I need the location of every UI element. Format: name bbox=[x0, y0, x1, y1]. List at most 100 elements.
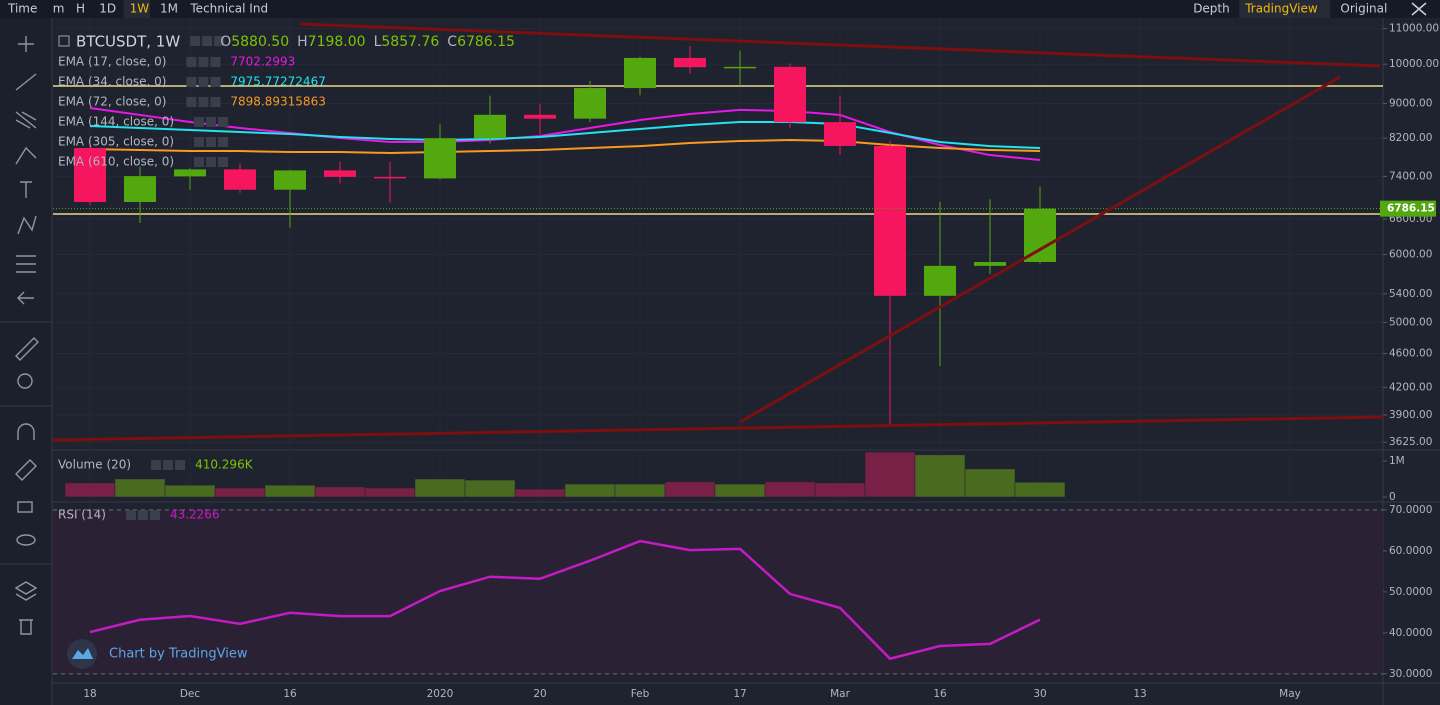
candle-body bbox=[224, 169, 256, 190]
candle-body bbox=[774, 66, 806, 123]
legend-button[interactable] bbox=[202, 36, 213, 46]
layers-icon[interactable] bbox=[14, 581, 38, 601]
zoom-icon[interactable] bbox=[17, 373, 33, 389]
legend-button[interactable] bbox=[218, 117, 229, 127]
toolbar-label[interactable]: 1W bbox=[130, 2, 150, 16]
x-tick-label: 18 bbox=[83, 688, 96, 700]
indicator-name: EMA (72, close, 0) bbox=[58, 95, 166, 109]
toolbar-label[interactable]: TradingView bbox=[1244, 2, 1318, 16]
legend-button[interactable] bbox=[190, 36, 201, 46]
volume-bar bbox=[364, 487, 416, 498]
volume-bar bbox=[164, 484, 216, 498]
last-price-label: 6786.15 bbox=[1387, 203, 1435, 215]
y-tick-label: 8200.00 bbox=[1389, 132, 1432, 144]
fib-icon[interactable] bbox=[15, 111, 37, 129]
legend-button[interactable] bbox=[175, 460, 186, 470]
trash-icon[interactable] bbox=[19, 619, 33, 635]
legend-button[interactable] bbox=[151, 460, 162, 470]
legend-button[interactable] bbox=[206, 117, 217, 127]
indicator-value: 7702.2993 bbox=[230, 55, 295, 69]
volume-bar bbox=[864, 451, 916, 498]
toolbar-label[interactable]: 1M bbox=[160, 2, 178, 16]
visibility-icon[interactable] bbox=[16, 534, 36, 546]
trendline-icon[interactable] bbox=[15, 73, 37, 91]
toolbar-label[interactable]: 1D bbox=[99, 2, 116, 16]
watermark-logo-mark bbox=[72, 648, 93, 659]
drawing-tools[interactable] bbox=[0, 36, 52, 635]
legend-button[interactable] bbox=[218, 137, 229, 147]
legend-button[interactable] bbox=[149, 510, 160, 520]
legend-button[interactable] bbox=[163, 460, 174, 470]
candle-body bbox=[574, 88, 606, 119]
volume-bar bbox=[614, 483, 666, 498]
toolbar-label[interactable]: Depth bbox=[1193, 2, 1230, 16]
legend-button[interactable] bbox=[125, 510, 136, 520]
legend-button[interactable] bbox=[210, 77, 221, 87]
candle-body bbox=[174, 169, 206, 177]
candle-body bbox=[274, 170, 306, 190]
trend-line bbox=[739, 75, 1341, 424]
volume-bar bbox=[314, 486, 366, 498]
trend-line bbox=[52, 415, 1384, 442]
legend-button[interactable] bbox=[186, 77, 197, 87]
text-icon[interactable] bbox=[20, 181, 32, 198]
crosshair-icon[interactable] bbox=[18, 36, 34, 52]
indicator-name: EMA (305, close, 0) bbox=[58, 135, 174, 149]
legend-button[interactable] bbox=[206, 137, 217, 147]
y-tick-label: 11000.00 bbox=[1389, 23, 1439, 35]
x-tick-label: 13 bbox=[1133, 688, 1146, 700]
legend-button[interactable] bbox=[194, 137, 205, 147]
legend-button[interactable] bbox=[194, 117, 205, 127]
volume-bar bbox=[414, 478, 466, 498]
toolbar-label[interactable]: Technical Ind bbox=[189, 2, 268, 16]
ohlc-key: H bbox=[297, 34, 308, 50]
prediction-icon[interactable] bbox=[16, 255, 36, 273]
collapse-button[interactable] bbox=[58, 35, 70, 47]
toolbar-button[interactable] bbox=[1239, 0, 1331, 18]
magnet-icon[interactable] bbox=[17, 423, 35, 440]
toolbar-label[interactable]: H bbox=[76, 2, 85, 16]
legend-button[interactable] bbox=[186, 57, 197, 67]
indicator-name: Volume (20) bbox=[58, 458, 131, 472]
volume-bar bbox=[814, 482, 866, 498]
x-tick-label: 16 bbox=[933, 688, 947, 700]
indicator-value: 43.2266 bbox=[170, 508, 220, 522]
last-price-box bbox=[1380, 200, 1436, 217]
lock-icon[interactable] bbox=[17, 501, 33, 513]
legend-button[interactable] bbox=[206, 157, 217, 167]
x-tick-label: May bbox=[1279, 688, 1301, 700]
fullscreen-icon[interactable] bbox=[1411, 2, 1427, 16]
y-tick-label: 5400.00 bbox=[1389, 288, 1432, 300]
indicator-value: 7898.89315863 bbox=[230, 95, 325, 109]
volume-bar bbox=[464, 479, 516, 498]
legend-button[interactable] bbox=[210, 97, 221, 107]
candle-body bbox=[974, 262, 1006, 266]
ruler-icon[interactable] bbox=[15, 337, 39, 361]
legend-button[interactable] bbox=[198, 77, 209, 87]
legend-button[interactable] bbox=[198, 97, 209, 107]
legend-button[interactable] bbox=[218, 157, 229, 167]
back-icon[interactable] bbox=[17, 291, 34, 305]
trend-line bbox=[299, 22, 1381, 68]
candle-body bbox=[124, 176, 156, 203]
legend-button[interactable] bbox=[214, 36, 225, 46]
watermark: Chart by TradingView bbox=[67, 639, 248, 669]
y-tick-label: 6000.00 bbox=[1389, 249, 1432, 261]
y-tick-label: 5000.00 bbox=[1389, 316, 1432, 328]
toolbar-label[interactable]: m bbox=[53, 2, 65, 16]
brush-icon[interactable] bbox=[15, 146, 37, 165]
pattern-icon[interactable] bbox=[17, 215, 37, 235]
left-toolbar bbox=[0, 18, 52, 705]
toolbar-label[interactable]: Time bbox=[7, 2, 37, 16]
volume-bar bbox=[214, 487, 266, 498]
toolbar-button[interactable] bbox=[123, 0, 150, 18]
legend-button[interactable] bbox=[186, 97, 197, 107]
toolbar-label[interactable]: Original bbox=[1340, 2, 1387, 16]
stay-drawing-icon[interactable] bbox=[15, 459, 37, 481]
legend-button[interactable] bbox=[210, 57, 221, 67]
legend-button[interactable] bbox=[194, 157, 205, 167]
legend-button[interactable] bbox=[137, 510, 148, 520]
legend-button[interactable] bbox=[198, 57, 209, 67]
